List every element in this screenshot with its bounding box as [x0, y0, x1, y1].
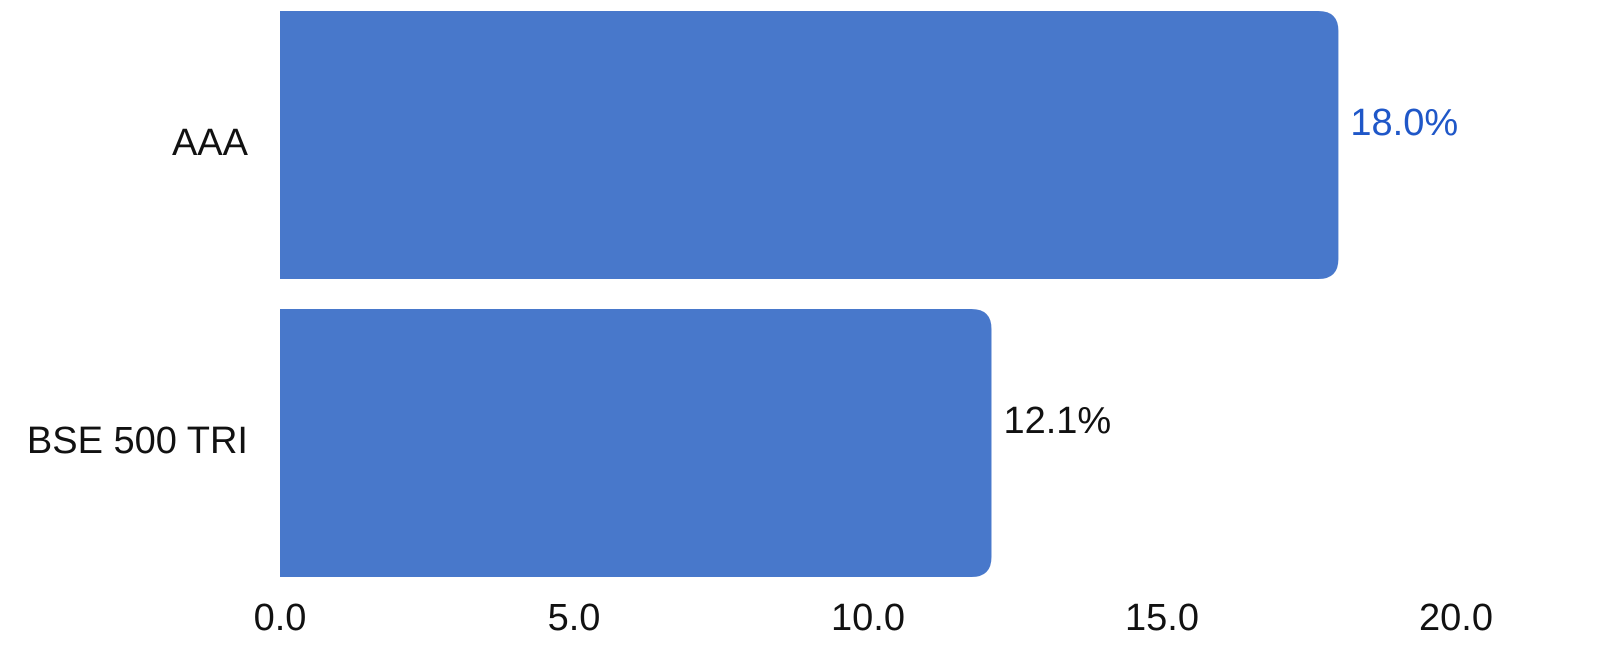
- x-tick-label-5: 5.0: [548, 597, 601, 639]
- category-labels: AAA BSE 500 TRI: [27, 122, 249, 462]
- x-tick-label-15: 15.0: [1125, 597, 1199, 639]
- data-label-aaa: 18.0%: [1350, 102, 1458, 144]
- bar-bse-500-tri: [280, 309, 992, 577]
- category-label-bse-500-tri: BSE 500 TRI: [27, 420, 248, 462]
- x-tick-label-20: 20.0: [1419, 597, 1493, 639]
- value-labels: 18.0% 12.1%: [1003, 102, 1458, 442]
- x-tick-label-0: 0.0: [254, 597, 307, 639]
- category-label-aaa: AAA: [172, 122, 249, 164]
- x-tick-label-10: 10.0: [831, 597, 905, 639]
- bars-layer: [280, 11, 1339, 577]
- data-label-bse-500-tri: 12.1%: [1003, 400, 1111, 442]
- bar-aaa: [280, 11, 1339, 279]
- x-axis-ticks: 0.0 5.0 10.0 15.0 20.0: [254, 597, 1493, 639]
